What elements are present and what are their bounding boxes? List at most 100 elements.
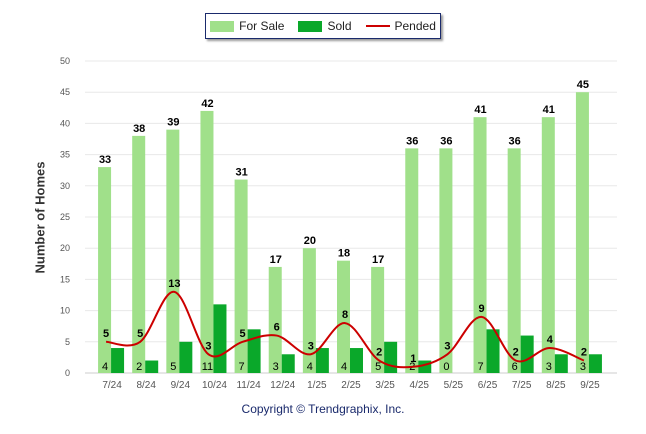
data-label-for-sale: 31 xyxy=(235,167,247,179)
data-label-for-sale: 39 xyxy=(167,117,179,129)
data-label-sold: 11 xyxy=(202,361,213,373)
data-label-for-sale: 20 xyxy=(304,235,316,247)
data-label-sold: 3 xyxy=(546,361,552,373)
data-label-sold: 6 xyxy=(512,361,518,373)
data-label-sold: 5 xyxy=(375,361,381,373)
bar-for-sale xyxy=(371,266,385,373)
y-tick-label: 25 xyxy=(60,212,70,222)
data-label-pended: 2 xyxy=(513,347,519,359)
legend-label: Sold xyxy=(327,19,352,33)
data-label-pended: 3 xyxy=(308,340,314,352)
y-tick-label: 10 xyxy=(60,306,70,316)
bar-for-sale xyxy=(507,148,521,373)
data-label-pended: 9 xyxy=(478,303,484,315)
y-tick-label: 0 xyxy=(65,368,70,378)
y-tick-label: 35 xyxy=(60,150,70,160)
x-tick-label: 9/25 xyxy=(580,380,600,391)
data-label-for-sale: 45 xyxy=(577,79,589,91)
x-tick-label: 4/25 xyxy=(410,380,430,391)
bar-for-sale xyxy=(200,110,214,374)
x-tick-label: 2/25 xyxy=(341,380,361,391)
bar-for-sale xyxy=(268,266,282,373)
y-tick-label: 30 xyxy=(60,181,70,191)
data-label-pended: 4 xyxy=(547,334,554,346)
data-label-sold: 7 xyxy=(477,361,483,373)
copyright: Copyright © Trendgraphix, Inc. xyxy=(241,402,405,416)
bar-for-sale xyxy=(575,92,589,373)
data-label-pended: 2 xyxy=(581,347,587,359)
data-label-sold: 4 xyxy=(102,361,108,373)
bar-for-sale xyxy=(405,148,419,373)
bar-sold xyxy=(281,354,295,373)
data-label-for-sale: 41 xyxy=(474,104,486,116)
bar-for-sale xyxy=(302,248,316,373)
bar-sold xyxy=(179,341,193,373)
y-axis-label: Number of Homes xyxy=(32,161,48,274)
x-tick-label: 7/25 xyxy=(512,380,532,391)
x-tick-label: 1/25 xyxy=(307,380,327,391)
x-tick-label: 8/24 xyxy=(136,380,156,391)
data-label-for-sale: 38 xyxy=(133,123,145,135)
x-tick-label: 5/25 xyxy=(444,380,464,391)
bar-sold xyxy=(350,348,363,373)
y-tick-label: 50 xyxy=(60,56,70,66)
data-label-for-sale: 17 xyxy=(372,254,384,266)
x-tick-label: 12/24 xyxy=(270,380,295,391)
data-label-pended: 3 xyxy=(444,340,450,352)
bar-for-sale xyxy=(166,129,180,373)
legend-sold[interactable]: Sold xyxy=(298,19,352,33)
data-label-pended: 5 xyxy=(137,328,143,340)
data-label-pended: 2 xyxy=(376,347,382,359)
x-tick-label: 6/25 xyxy=(478,380,498,391)
bar-sold xyxy=(213,304,227,373)
bar-sold xyxy=(145,360,159,373)
y-tick-label: 15 xyxy=(60,274,70,284)
bar-sold xyxy=(111,348,125,373)
bar-sold xyxy=(588,354,602,373)
y-tick-label: 20 xyxy=(60,243,70,253)
bar-sold xyxy=(520,335,534,373)
legend-pended[interactable]: Pended xyxy=(365,19,436,33)
data-label-sold: 4 xyxy=(341,361,347,373)
data-label-for-sale: 42 xyxy=(201,98,213,110)
x-tick-label: 9/24 xyxy=(171,380,191,391)
data-label-sold: 7 xyxy=(239,361,245,373)
legend-label: For Sale xyxy=(239,19,285,33)
bar-sold xyxy=(554,354,568,373)
data-label-for-sale: 33 xyxy=(99,154,111,166)
data-label-pended: 13 xyxy=(168,278,180,290)
data-label-for-sale: 36 xyxy=(406,135,418,147)
x-tick-label: 11/24 xyxy=(236,380,261,391)
data-label-pended: 6 xyxy=(274,322,280,334)
x-tick-label: 3/25 xyxy=(375,380,395,391)
bar-sold xyxy=(486,329,500,373)
data-label-for-sale: 18 xyxy=(338,248,350,260)
line-pended xyxy=(105,290,585,369)
bar-for-sale xyxy=(98,167,112,373)
data-label-pended: 5 xyxy=(103,328,109,340)
data-label-sold: 5 xyxy=(170,361,176,373)
data-label-pended: 3 xyxy=(205,340,211,352)
data-label-for-sale: 41 xyxy=(543,104,555,116)
bar-for-sale xyxy=(337,260,350,373)
bar-sold xyxy=(315,348,329,373)
data-label-for-sale: 36 xyxy=(440,135,452,147)
data-label-sold: 3 xyxy=(580,361,586,373)
data-label-for-sale: 17 xyxy=(270,254,282,266)
bar-sold xyxy=(247,329,261,373)
y-tick-label: 45 xyxy=(60,87,70,97)
bar-for-sale xyxy=(234,179,248,373)
bar-sold xyxy=(384,341,398,373)
bar-for-sale xyxy=(132,135,146,373)
data-label-sold: 4 xyxy=(307,361,313,373)
x-tick-label: 7/24 xyxy=(102,380,122,391)
y-tick-label: 40 xyxy=(60,118,70,128)
data-label-for-sale: 36 xyxy=(509,135,521,147)
legend: For Sale Sold Pended xyxy=(205,13,441,39)
data-label-sold: 2 xyxy=(136,361,142,373)
legend-for-sale[interactable]: For Sale xyxy=(210,19,284,33)
data-label-sold: 0 xyxy=(443,361,449,373)
data-label-pended: 5 xyxy=(240,328,246,340)
